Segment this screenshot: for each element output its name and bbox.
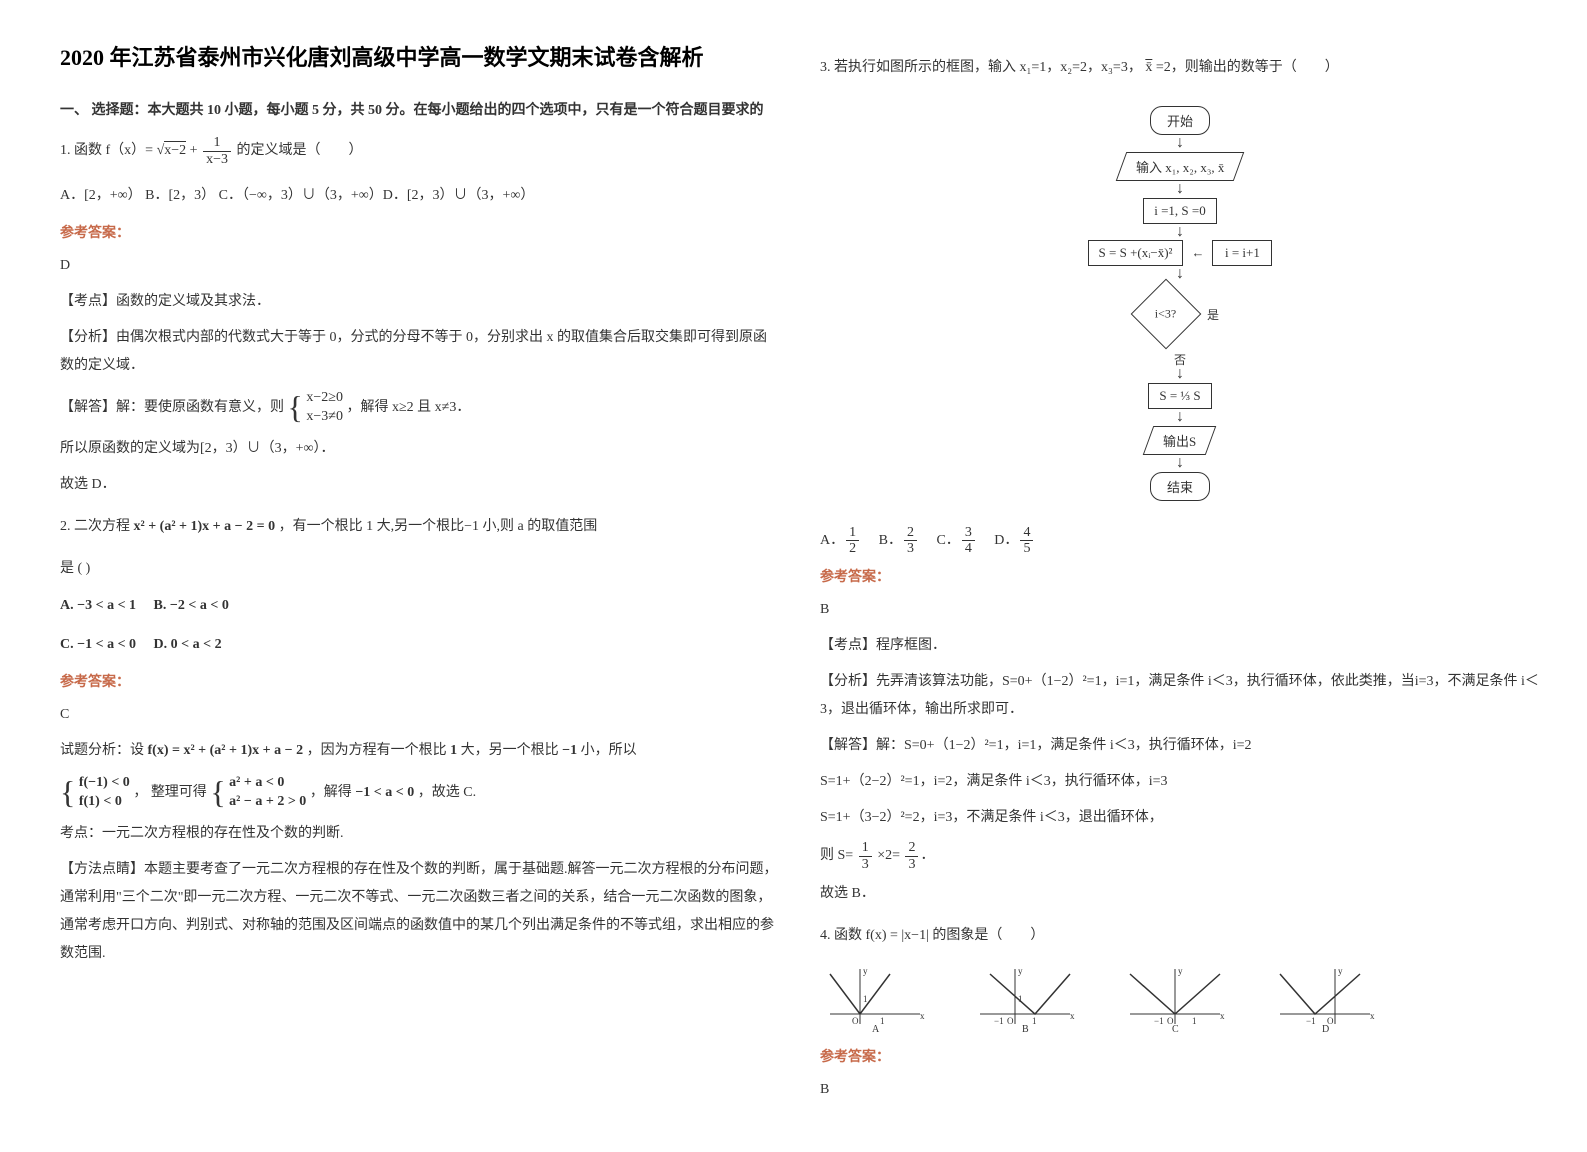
q2-options-ab: A. −3 < a < 1 B. −2 < a < 0 xyxy=(60,591,780,622)
q4-answer-letter: B xyxy=(820,1076,1540,1104)
q4-graphs: x y O 1 1 A x y O 1 −1 1 B xyxy=(820,964,1540,1034)
question-1: 1. 函数 f（x）= √x−2 + 1 x−3 的定义域是（ ） xyxy=(60,135,780,167)
q2-brace-line: { f(−1) < 0 f(1) < 0 ， 整理可得 { a² + a < 0… xyxy=(60,773,780,812)
q1-prefix: 1. 函数 f（x）= xyxy=(60,143,153,158)
flow-init: i =1, S =0 xyxy=(1143,198,1217,224)
q1-suffix: 的定义域是（ ） xyxy=(236,143,362,158)
q3-solve2: S=1+（2−2）²=1，i=2，满足条件 i＜3，执行循环体，i=3 xyxy=(820,768,1540,796)
graph-a: x y O 1 1 A xyxy=(820,964,930,1034)
q3-answer-letter: B xyxy=(820,596,1540,624)
svg-text:y: y xyxy=(863,966,868,976)
svg-text:1: 1 xyxy=(880,1016,885,1026)
question-3: 3. 若执行如图所示的框图，输入 x₁=1，x₂=2，x₃=3， x̄ =2，则… xyxy=(820,54,1540,82)
q3-solve3: S=1+（3−2）²=2，i=3，不满足条件 i＜3，退出循环体， xyxy=(820,804,1540,832)
svg-text:D: D xyxy=(1322,1024,1329,1034)
svg-text:y: y xyxy=(1178,966,1183,976)
svg-text:1: 1 xyxy=(863,994,868,1004)
graph-c: x y O 1 −1 C xyxy=(1120,964,1230,1034)
graph-b: x y O 1 −1 1 B xyxy=(970,964,1080,1034)
svg-text:O: O xyxy=(852,1016,859,1026)
svg-text:B: B xyxy=(1022,1024,1029,1034)
q2-answer-letter: C xyxy=(60,701,780,729)
flow-start: 开始 xyxy=(1150,106,1210,135)
question-2: 2. 二次方程 x² + (a² + 1)x + a − 2 = 0 ，有一个根… xyxy=(60,513,780,541)
q3-analysis: 【分析】先弄清该算法功能，S=0+（1−2）²=1，i=1，满足条件 i＜3，执… xyxy=(820,668,1540,724)
flow-input: 输入 x₁, x₂, x₃, x̄ xyxy=(1116,152,1245,181)
section-heading: 一、 选择题：本大题共 10 小题，每小题 5 分，共 50 分。在每小题给出的… xyxy=(60,99,780,119)
svg-text:1: 1 xyxy=(1018,994,1023,1004)
flow-end: 结束 xyxy=(1150,472,1210,501)
q3-options: A．12 B．23 C．34 D．45 xyxy=(820,525,1540,557)
flow-yes-label: 是 xyxy=(1207,306,1219,323)
q1-answer-letter: D xyxy=(60,252,780,280)
flow-cond: i<3? xyxy=(1131,279,1202,350)
q1-options: A．[2，+∞） B．[2，3） C．（−∞，3）∪（3，+∞）D．[2，3）∪… xyxy=(60,181,780,212)
page-title: 2020 年江苏省泰州市兴化唐刘高级中学高一数学文期末试卷含解析 xyxy=(60,40,780,75)
q1-solve-3: 故选 D． xyxy=(60,471,780,499)
q2-method: 【方法点睛】本题主要考查了一元二次方程根的存在性及个数的判断，属于基础题.解答一… xyxy=(60,856,780,968)
question-4: 4. 函数 f(x) = |x−1| 的图象是（ ） xyxy=(820,922,1540,950)
q1-sqrt: √x−2 xyxy=(157,141,187,158)
flow-final: S = ⅓ S xyxy=(1148,383,1211,409)
flow-arrow: ↓ xyxy=(1176,137,1184,150)
svg-text:−1: −1 xyxy=(1154,1016,1164,1026)
flow-calc: S = S +(xᵢ−x̄)² xyxy=(1088,240,1184,266)
q4-answer-label: 参考答案： xyxy=(820,1046,1540,1066)
svg-text:1: 1 xyxy=(1032,1016,1037,1026)
q2-point: 考点：一元二次方程根的存在性及个数的判断. xyxy=(60,820,780,848)
q3-point: 【考点】程序框图． xyxy=(820,632,1540,660)
svg-text:−1: −1 xyxy=(994,1016,1004,1026)
svg-text:y: y xyxy=(1018,966,1023,976)
svg-text:x: x xyxy=(1370,1011,1375,1021)
q1-solve: 【解答】解：要使原函数有意义，则 { x−2≥0 x−3≠0 ，解得 x≥2 且… xyxy=(60,388,780,427)
svg-text:y: y xyxy=(1338,966,1343,976)
svg-text:x: x xyxy=(1220,1011,1225,1021)
q1-analysis: 【分析】由偶次根式内部的代数式大于等于 0，分式的分母不等于 0，分别求出 x … xyxy=(60,324,780,380)
q1-solve-2: 所以原函数的定义域为[2，3）∪（3，+∞）． xyxy=(60,435,780,463)
flow-output: 输出S xyxy=(1143,426,1217,455)
q3-solve4: 则 S= 13 ×2= 23． xyxy=(820,840,1540,872)
svg-text:1: 1 xyxy=(1192,1016,1197,1026)
svg-text:A: A xyxy=(872,1024,880,1034)
graph-d: x y O −1 D xyxy=(1270,964,1380,1034)
q1-fraction: 1 x−3 xyxy=(201,135,233,167)
flow-inc: i = i+1 xyxy=(1212,240,1272,266)
svg-text:C: C xyxy=(1172,1024,1179,1034)
q1-answer-label: 参考答案： xyxy=(60,222,780,242)
q2-options-cd: C. −1 < a < 0 D. 0 < a < 2 xyxy=(60,630,780,661)
flowchart: 开始 ↓ 输入 x₁, x₂, x₃, x̄ ↓ i =1, S =0 ↓ S … xyxy=(820,102,1540,505)
q3-solve5: 故选 B． xyxy=(820,880,1540,908)
svg-text:O: O xyxy=(1007,1016,1014,1026)
svg-text:x: x xyxy=(1070,1011,1075,1021)
q3-solve1: 【解答】解：S=0+（1−2）²=1，i=1，满足条件 i＜3，执行循环体，i=… xyxy=(820,732,1540,760)
svg-text:x: x xyxy=(920,1011,925,1021)
q3-answer-label: 参考答案： xyxy=(820,566,1540,586)
q2-answer-label: 参考答案： xyxy=(60,671,780,691)
q1-point: 【考点】函数的定义域及其求法． xyxy=(60,288,780,316)
q2-line2: 是 ( ) xyxy=(60,555,780,583)
svg-text:−1: −1 xyxy=(1306,1016,1316,1026)
q2-analysis: 试题分析：设 f(x) = x² + (a² + 1)x + a − 2 ，因为… xyxy=(60,737,780,765)
